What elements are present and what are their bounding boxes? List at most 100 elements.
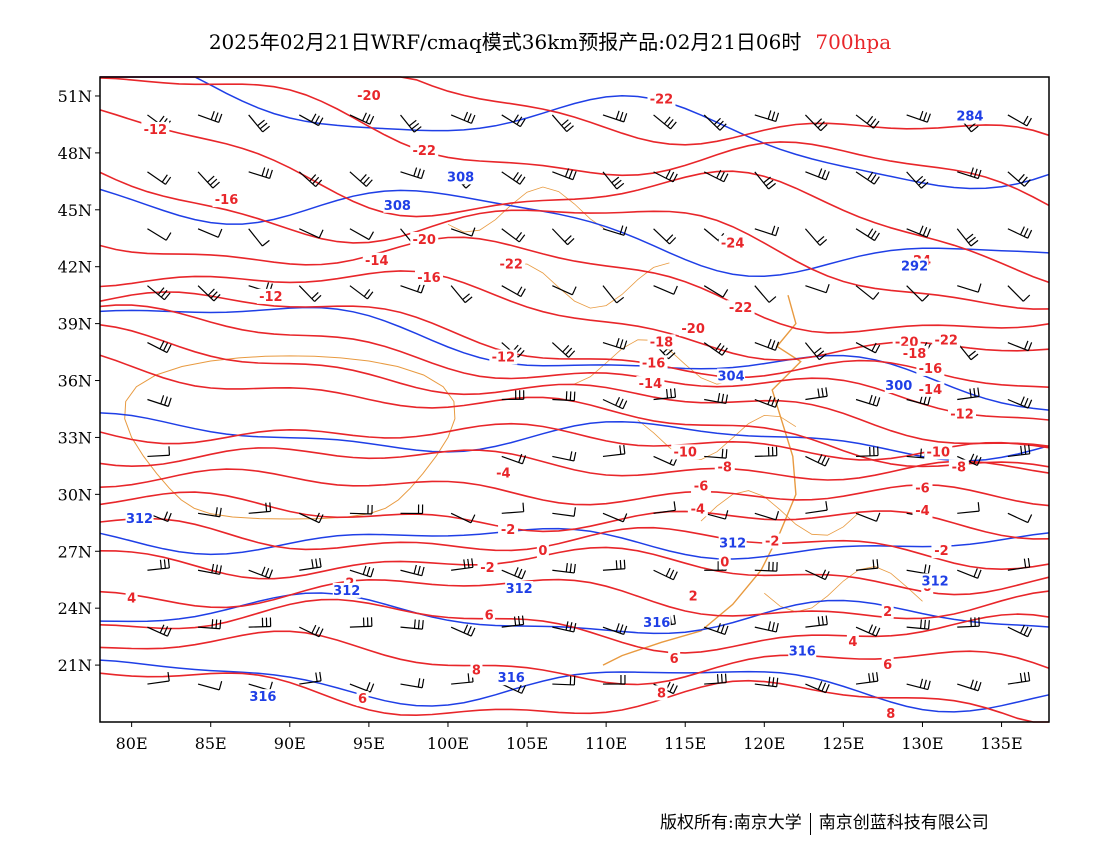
height-label: 292 bbox=[901, 260, 928, 275]
wind-barb-flag bbox=[623, 625, 628, 635]
temperature-label-bg bbox=[718, 235, 747, 251]
wind-barb bbox=[805, 681, 830, 694]
height-label: 312 bbox=[333, 584, 360, 599]
temperature-label-bg bbox=[916, 381, 945, 397]
wind-barb-flag bbox=[717, 393, 721, 403]
wind-barb-flag bbox=[622, 513, 628, 523]
temperature-label: -20 bbox=[357, 89, 381, 104]
wind-barb-flag bbox=[611, 176, 620, 184]
wind-barb-flag bbox=[1019, 624, 1025, 634]
wind-barb-flag bbox=[926, 228, 931, 238]
wind-barb-staff bbox=[855, 285, 874, 300]
wind-barb bbox=[906, 564, 931, 575]
wind-barb-staff bbox=[501, 114, 521, 128]
wind-barb bbox=[400, 504, 424, 515]
temperature-label-bg bbox=[948, 406, 977, 422]
wind-barb-flag bbox=[623, 113, 628, 123]
wind-barb-staff bbox=[805, 285, 827, 294]
height-label-bg bbox=[497, 670, 526, 686]
wind-barb-flag bbox=[517, 615, 521, 626]
height-label-bg bbox=[900, 258, 929, 274]
temperature-label: -18 bbox=[903, 347, 927, 362]
temperature-label: -2 bbox=[765, 535, 779, 550]
isotherm-line bbox=[99, 578, 1050, 620]
wind-barb-flag bbox=[1023, 179, 1031, 187]
wind-barb-flag bbox=[565, 347, 573, 356]
wind-barb-flag bbox=[315, 672, 318, 682]
wind-barb-staff bbox=[653, 228, 670, 245]
wind-barb-flag bbox=[867, 171, 874, 180]
height-contour-line bbox=[99, 412, 1050, 462]
wind-barb-flag bbox=[968, 350, 976, 358]
province-boundary bbox=[637, 414, 797, 461]
wind-barb-staff bbox=[1007, 512, 1029, 524]
lon-tick-label: 125E bbox=[822, 734, 864, 753]
height-label-bg bbox=[718, 535, 747, 551]
wind-barb-flag bbox=[565, 562, 568, 573]
temperature-label: -22 bbox=[412, 144, 436, 159]
wind-barb-staff bbox=[957, 510, 980, 514]
wind-barb-staff bbox=[552, 512, 575, 517]
wind-barb bbox=[198, 619, 222, 630]
isotherm-line bbox=[99, 672, 1049, 723]
wind-barb-staff bbox=[147, 342, 168, 354]
wind-barb-flag bbox=[725, 449, 728, 459]
temperature-label: -10 bbox=[673, 445, 697, 460]
wind-barb-staff bbox=[957, 395, 980, 401]
wind-barb-flag bbox=[673, 501, 676, 511]
temperature-label-bg bbox=[948, 459, 969, 475]
wind-barb-flag bbox=[771, 225, 776, 235]
isotherm-line bbox=[99, 517, 1050, 571]
wind-barb-flag bbox=[314, 294, 322, 302]
wind-barb bbox=[451, 558, 474, 571]
wind-barb bbox=[349, 617, 373, 628]
wind-barb-flag bbox=[1027, 514, 1033, 523]
wind-barb-flag bbox=[562, 344, 570, 353]
wind-barb bbox=[704, 448, 728, 459]
wind-barb-flag bbox=[767, 395, 772, 405]
wind-barb-flag bbox=[927, 396, 931, 406]
wind-barb-flag bbox=[413, 619, 416, 629]
wind-barb-staff bbox=[147, 171, 166, 185]
wind-barb-flag bbox=[161, 174, 168, 183]
wind-barb bbox=[501, 615, 525, 628]
wind-barb-staff bbox=[349, 512, 372, 515]
wind-barb-flag bbox=[868, 394, 873, 404]
wind-barb bbox=[855, 114, 880, 129]
wind-barb-flag bbox=[262, 125, 270, 133]
wind-barb-flag bbox=[970, 239, 979, 247]
temperature-label-bg bbox=[362, 252, 391, 268]
title-level: 700hpa bbox=[815, 30, 892, 54]
lon-tick-label: 135E bbox=[980, 734, 1022, 753]
wind-barb bbox=[906, 619, 930, 630]
wind-barb-staff bbox=[957, 285, 979, 293]
wind-barb-staff bbox=[147, 680, 170, 685]
wind-barb-staff bbox=[906, 114, 928, 123]
wind-barb-flag bbox=[619, 339, 624, 349]
wind-barb-flag bbox=[668, 352, 676, 360]
wind-barb-flag bbox=[720, 624, 725, 634]
wind-barb bbox=[805, 283, 830, 294]
temperature-label-bg bbox=[647, 91, 676, 107]
wind-barb-flag bbox=[817, 168, 823, 178]
wind-barb-staff bbox=[349, 228, 370, 241]
wind-barb bbox=[400, 678, 425, 689]
wind-barb bbox=[248, 566, 273, 579]
wind-barb bbox=[1007, 396, 1033, 409]
temperature-label: -20 bbox=[681, 322, 705, 337]
lat-tick-label: 24N bbox=[58, 599, 92, 618]
wind-barb-flag bbox=[471, 227, 476, 237]
wind-barb-staff bbox=[299, 566, 322, 571]
wind-barb bbox=[754, 225, 780, 237]
wind-barb-flag bbox=[774, 341, 780, 351]
wind-barb-flag bbox=[167, 672, 170, 682]
wind-barb-flag bbox=[970, 125, 979, 133]
wind-barb-flag bbox=[163, 511, 169, 521]
wind-barb-flag bbox=[207, 288, 215, 296]
wind-barb-flag bbox=[619, 225, 624, 235]
wind-barb-flag bbox=[1023, 397, 1029, 407]
wind-barb-flag bbox=[1027, 342, 1033, 351]
wind-barb-flag bbox=[619, 111, 624, 121]
wind-barb-flag bbox=[315, 512, 320, 522]
province-boundary bbox=[511, 262, 670, 309]
